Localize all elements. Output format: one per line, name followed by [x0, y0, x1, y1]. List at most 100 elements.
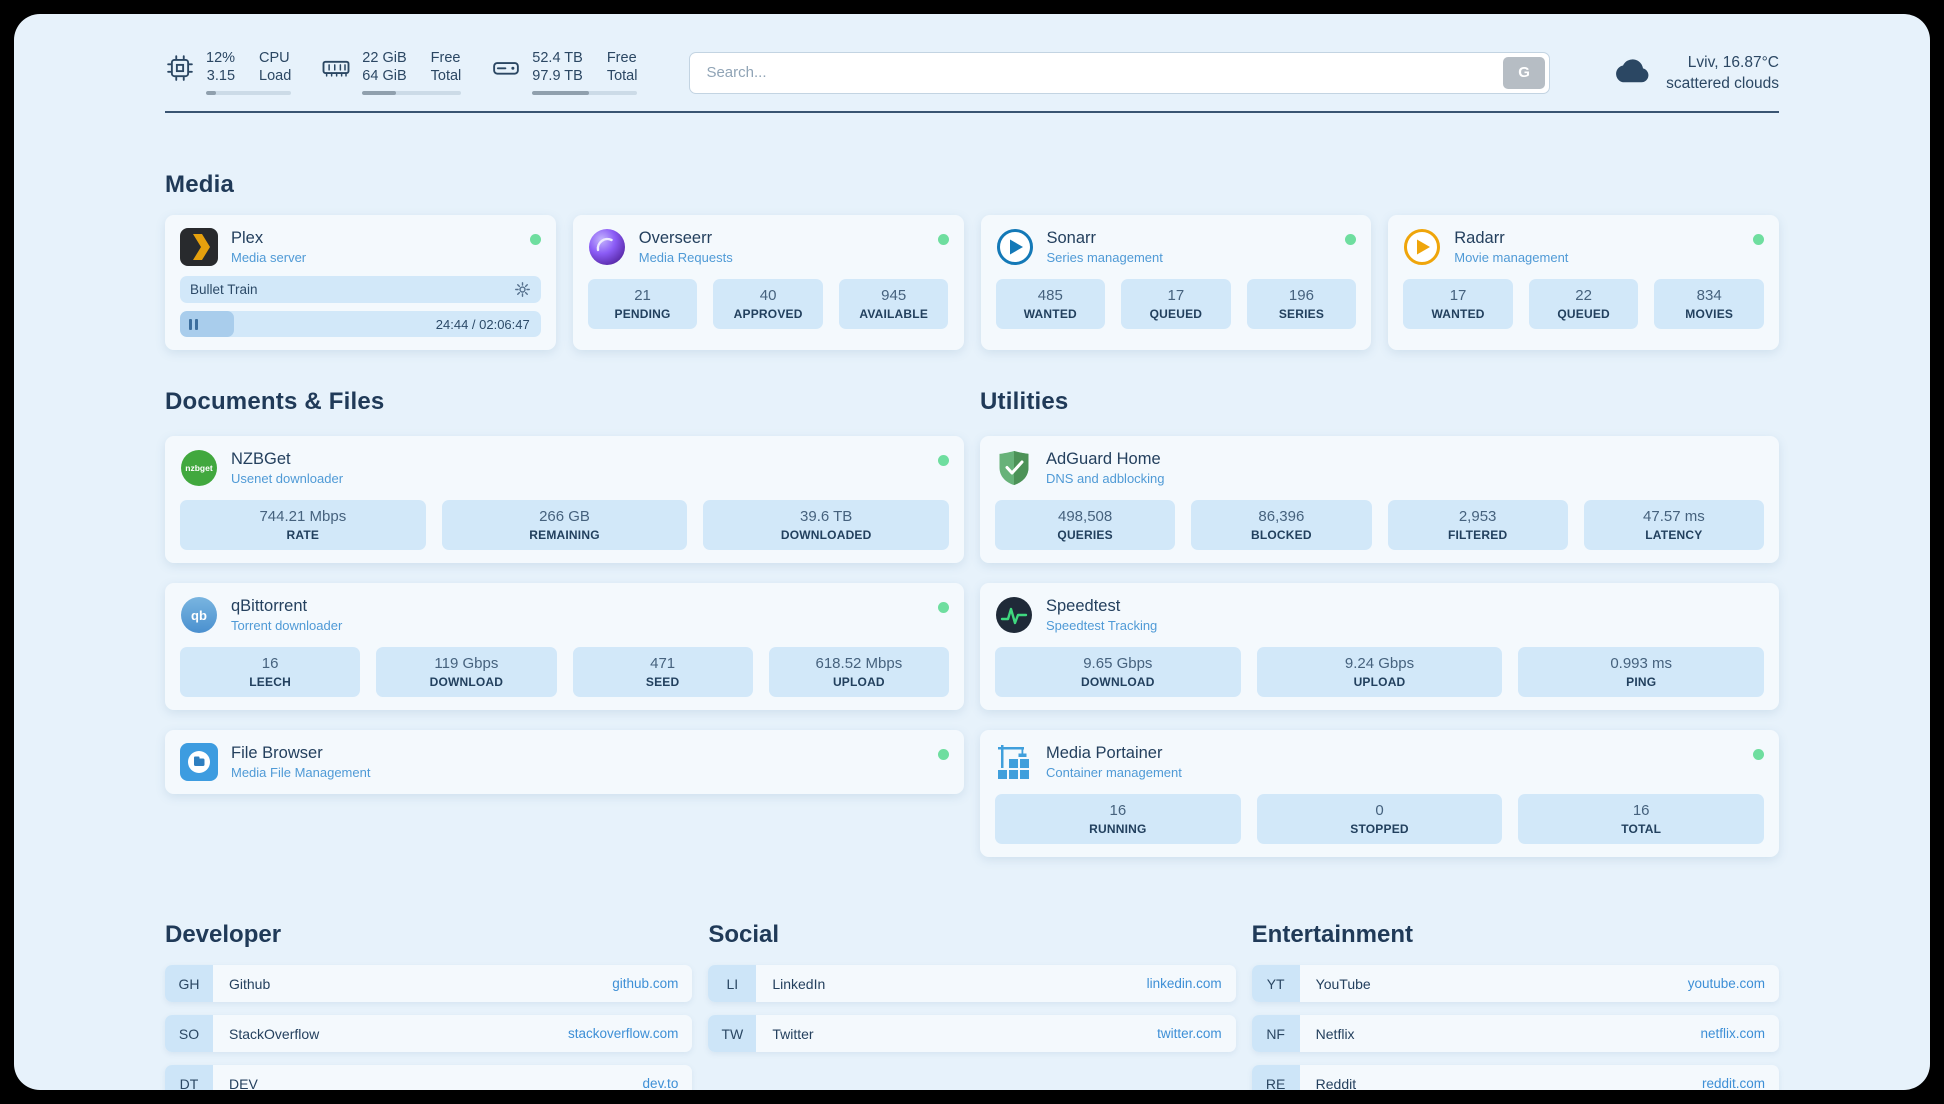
topbar-divider	[165, 111, 1779, 113]
bookmark-group-title: Social	[708, 921, 780, 948]
bookmark-group-title: Entertainment	[1251, 921, 1414, 948]
bookmark-domain: stackoverflow.com	[568, 1026, 679, 1041]
cpu-progress-bar	[206, 91, 292, 95]
filebrowser-icon	[180, 743, 218, 781]
stat-box: 119 Gbps DOWNLOAD	[376, 647, 557, 697]
qbittorrent-icon: qb	[180, 596, 218, 634]
section-title-documents: Documents & Files	[165, 388, 385, 415]
bookmark-abbr: YT	[1251, 965, 1300, 1002]
bookmark-abbr: RE	[1251, 1065, 1300, 1090]
service-card-qbittorrent[interactable]: qb qBittorrent Torrent downloader 16 LEEC…	[165, 583, 964, 710]
search-provider-button[interactable]: G	[1503, 56, 1546, 89]
service-subtitle: Torrent downloader	[231, 618, 343, 633]
status-dot	[529, 234, 541, 245]
stat-box: 485 WANTED	[995, 279, 1106, 329]
disk-total-label: Total	[606, 67, 638, 84]
service-card-filebrowser[interactable]: File Browser Media File Management	[165, 730, 964, 794]
topbar: 12% CPU 3.15 Load 22 GiB Free 64	[165, 14, 1779, 95]
service-subtitle: Movie management	[1454, 250, 1569, 265]
service-card-radarr[interactable]: Radarr Movie management 17 WANTED 22 QUEUE…	[1388, 215, 1779, 350]
section-title-utilities: Utilities	[980, 388, 1069, 415]
bookmark-reddit[interactable]: RE Reddit reddit.com	[1251, 1065, 1779, 1090]
disk-free-label: Free	[606, 50, 637, 66]
pause-icon[interactable]	[189, 318, 198, 330]
playback-progress-bar[interactable]: 24:44 / 02:06:47	[180, 311, 541, 337]
service-card-speedtest[interactable]: Speedtest Speedtest Tracking 9.65 Gbps DO…	[980, 583, 1779, 710]
stat-box: 498,508 QUERIES	[995, 500, 1176, 550]
service-name: AdGuard Home	[1046, 450, 1161, 468]
sonarr-icon	[996, 228, 1034, 266]
stat-box: 2,953 FILTERED	[1387, 500, 1568, 550]
bookmark-name: DEV	[229, 1075, 258, 1091]
service-subtitle: Container management	[1046, 765, 1182, 780]
settings-gear-icon[interactable]	[514, 281, 531, 298]
memory-progress-bar	[362, 91, 462, 95]
bookmark-github[interactable]: GH Github github.com	[165, 965, 693, 1002]
service-subtitle: Media server	[231, 250, 307, 265]
disk-total-value: 97.9 TB	[532, 67, 583, 84]
search-input[interactable]	[689, 51, 1551, 94]
section-title-media: Media	[165, 171, 235, 198]
service-card-sonarr[interactable]: Sonarr Series management 485 WANTED 17 QUE…	[980, 215, 1372, 350]
service-subtitle: Media File Management	[231, 765, 371, 780]
stat-box: 0.993 ms PING	[1518, 647, 1765, 697]
stat-box: 39.6 TB DOWNLOADED	[703, 500, 950, 550]
memory-widget: 22 GiB Free 64 GiB Total	[321, 50, 462, 95]
bookmark-stackoverflow[interactable]: SO StackOverflow stackoverflow.com	[165, 1015, 693, 1052]
radarr-icon	[1403, 228, 1441, 266]
nzbget-icon: nzbget	[180, 449, 218, 487]
service-name: qBittorrent	[231, 597, 308, 615]
service-card-plex[interactable]: Plex Media server Bullet Train 24:44 / 0	[165, 215, 556, 350]
disk-widget: 52.4 TB Free 97.9 TB Total	[491, 50, 638, 95]
portainer-icon	[995, 743, 1033, 781]
adguard-icon	[995, 449, 1033, 487]
bookmark-name: LinkedIn	[772, 975, 826, 992]
stat-box: 16 RUNNING	[995, 794, 1241, 844]
stat-box: 266 GB REMAINING	[441, 500, 688, 550]
service-card-nzbget[interactable]: nzbget NZBGet Usenet downloader 744.21 M…	[165, 436, 964, 563]
stat-box: 834 MOVIES	[1654, 279, 1764, 329]
stat-box: 945 AVAILABLE	[838, 279, 949, 329]
stat-box: 9.24 Gbps UPLOAD	[1256, 647, 1503, 697]
cpu-load-label: Load	[259, 67, 292, 84]
disk-stats: 52.4 TB Free 97.9 TB Total	[532, 50, 637, 85]
stat-box: 16 TOTAL	[1518, 794, 1765, 844]
stat-box: 9.65 Gbps DOWNLOAD	[995, 647, 1241, 697]
stat-box: 40 APPROVED	[713, 279, 823, 329]
bookmark-dev[interactable]: DT DEV dev.to	[165, 1065, 693, 1091]
status-dot	[1753, 749, 1764, 760]
service-name: Overseerr	[638, 229, 713, 247]
bookmark-group-entertainment: Entertainment YT YouTube youtube.com NF …	[1251, 921, 1779, 1090]
service-card-adguard[interactable]: AdGuard Home DNS and adblocking 498,508 Q…	[980, 436, 1779, 563]
dashboard-panel: 12% CPU 3.15 Load 22 GiB Free 64	[14, 14, 1930, 1090]
service-card-portainer[interactable]: Media Portainer Container management 16 R…	[980, 730, 1779, 857]
disk-progress-bar	[532, 91, 638, 95]
status-dot	[938, 602, 949, 613]
bookmark-linkedin[interactable]: LI LinkedIn linkedin.com	[708, 965, 1236, 1002]
bookmark-netflix[interactable]: NF Netflix netflix.com	[1251, 1015, 1779, 1052]
stat-box: 16 LEECH	[180, 647, 361, 697]
service-name: Media Portainer	[1046, 744, 1163, 762]
memory-free-value: 22 GiB	[362, 50, 407, 66]
weather-widget: Lviv, 16.87°C scattered clouds	[1612, 52, 1779, 94]
bookmark-youtube[interactable]: YT YouTube youtube.com	[1251, 965, 1779, 1002]
bookmark-domain: netflix.com	[1700, 1026, 1765, 1041]
status-dot	[938, 455, 949, 466]
disk-free-value: 52.4 TB	[532, 50, 583, 66]
memory-total-label: Total	[430, 67, 462, 84]
bookmark-abbr: NF	[1251, 1015, 1300, 1052]
playback-time: 24:44 / 02:06:47	[435, 316, 530, 332]
bookmark-twitter[interactable]: TW Twitter twitter.com	[708, 1015, 1236, 1052]
service-card-overseerr[interactable]: Overseerr Media Requests 21 PENDING 40 APP…	[572, 215, 964, 350]
service-name: Speedtest	[1046, 597, 1121, 615]
stat-box: 22 QUEUED	[1528, 279, 1639, 329]
section-documents: Documents & Files nzbget NZBGet Usenet d…	[165, 388, 964, 794]
stat-box: 196 SERIES	[1246, 279, 1357, 329]
service-name: File Browser	[231, 744, 323, 762]
svg-text:nzbget: nzbget	[185, 463, 213, 473]
cpu-load-value: 3.15	[206, 67, 236, 84]
svg-text:qb: qb	[191, 608, 207, 623]
memory-total-value: 64 GiB	[362, 67, 407, 84]
service-subtitle: Series management	[1046, 250, 1163, 265]
cpu-usage-label: CPU	[259, 50, 290, 66]
